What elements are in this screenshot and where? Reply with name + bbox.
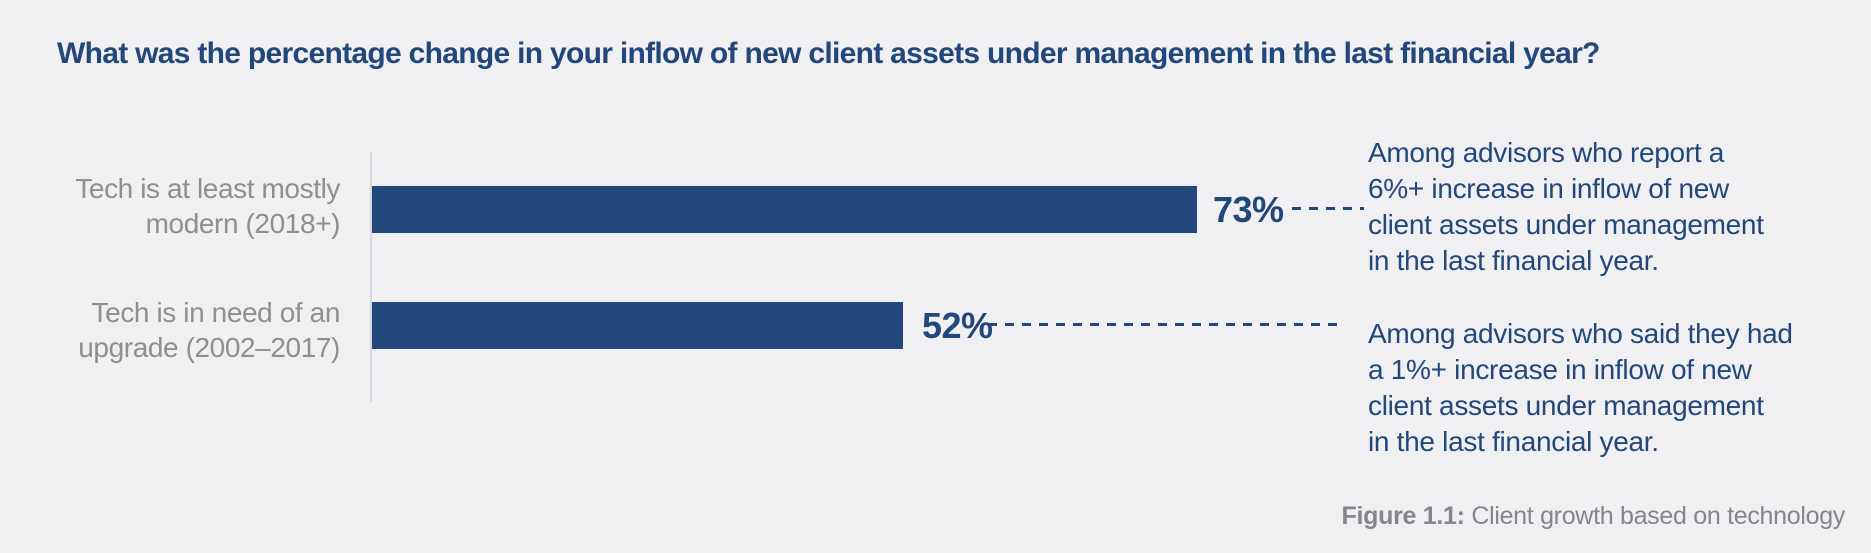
leader-dash-line-modern-tech	[1292, 207, 1364, 210]
value-label-modern-tech: 73%	[1213, 189, 1284, 230]
page-title: What was the percentage change in your i…	[57, 37, 1600, 70]
figure-caption-text: Client growth based on technology	[1464, 502, 1845, 530]
value-label-upgrade-tech: 52%	[922, 305, 993, 346]
y-axis-line	[370, 152, 372, 402]
category-label-upgrade-tech: Tech is in need of an upgrade (2002–2017…	[78, 297, 340, 363]
figure-caption: Figure 1.1: Client growth based on techn…	[1045, 500, 1846, 532]
figure-caption-prefix: Figure 1.1:	[1341, 502, 1465, 530]
annotation-upgrade-tech: Among advisors who said they had a 1%+ i…	[1368, 318, 1793, 457]
bar-modern-tech	[372, 186, 1197, 233]
category-label-modern-tech: Tech is at least mostly modern (2018+)	[75, 173, 340, 239]
bar-upgrade-tech	[372, 302, 903, 349]
annotation-modern-tech: Among advisors who report a 6%+ increase…	[1368, 137, 1764, 276]
leader-dash-line-upgrade-tech	[988, 323, 1340, 326]
